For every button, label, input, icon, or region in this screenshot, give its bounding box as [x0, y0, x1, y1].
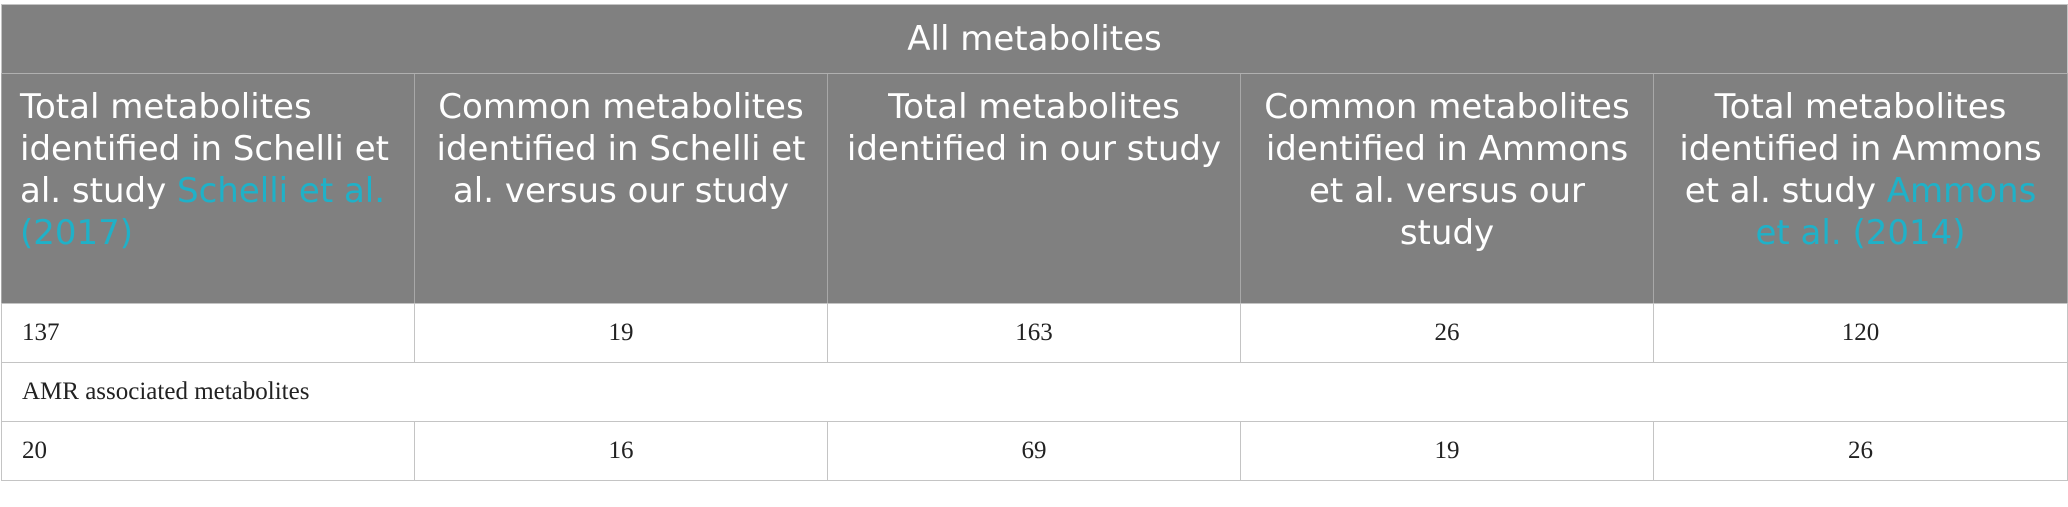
- table-cell: 69: [827, 421, 1241, 481]
- column-header-text: Total metabolites identified in our stud…: [846, 87, 1222, 169]
- table-cell: 19: [1240, 421, 1654, 481]
- citation-link-schelli[interactable]: Schelli et al. (2017): [20, 171, 386, 253]
- table-cell: 26: [1240, 303, 1654, 363]
- column-header-schelli-common: Common metabolites identified in Schelli…: [414, 73, 828, 304]
- table-container: All metabolites Total metabolites identi…: [0, 4, 2068, 481]
- column-header-schelli-total: Total metabolites identified in Schelli …: [1, 73, 415, 304]
- table-row-all-metabolites: 137 19 163 26 120: [1, 303, 2068, 363]
- table-row-amr-metabolites: 20 16 69 19 26: [1, 421, 2068, 481]
- column-header-our-total: Total metabolites identified in our stud…: [827, 73, 1241, 304]
- column-header-ammons-common: Common metabolites identified in Ammons …: [1240, 73, 1654, 304]
- table-title-row: All metabolites: [0, 4, 2068, 74]
- column-header-text: Common metabolites identified in Schelli…: [436, 87, 806, 211]
- metabolites-comparison-table: All metabolites Total metabolites identi…: [0, 4, 2068, 481]
- table-cell: 137: [1, 303, 415, 363]
- column-header-ammons-total: Total metabolites identified in Ammons e…: [1652, 73, 2068, 304]
- column-header-text: Total metabolites identified in Ammons e…: [1679, 87, 2042, 211]
- citation-link-ammons[interactable]: Ammons et al. (2014): [1755, 171, 2037, 253]
- column-header-row: Total metabolites identified in Schelli …: [1, 73, 2068, 304]
- table-title: All metabolites: [0, 4, 2068, 74]
- section-label-amr: AMR associated metabolites: [0, 362, 2068, 422]
- table-cell: 20: [1, 421, 415, 481]
- table-cell: 19: [414, 303, 828, 363]
- column-header-text: Common metabolites identified in Ammons …: [1264, 87, 1630, 253]
- section-row-amr: AMR associated metabolites: [0, 362, 2068, 422]
- table-cell: 163: [827, 303, 1241, 363]
- table-cell: 120: [1652, 303, 2068, 363]
- table-cell: 16: [414, 421, 828, 481]
- table-cell: 26: [1652, 421, 2068, 481]
- column-header-text: Total metabolites identified in Schelli …: [20, 87, 389, 211]
